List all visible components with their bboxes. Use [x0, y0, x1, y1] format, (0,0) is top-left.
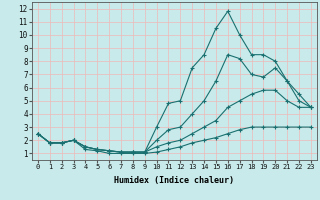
X-axis label: Humidex (Indice chaleur): Humidex (Indice chaleur) — [115, 176, 234, 185]
